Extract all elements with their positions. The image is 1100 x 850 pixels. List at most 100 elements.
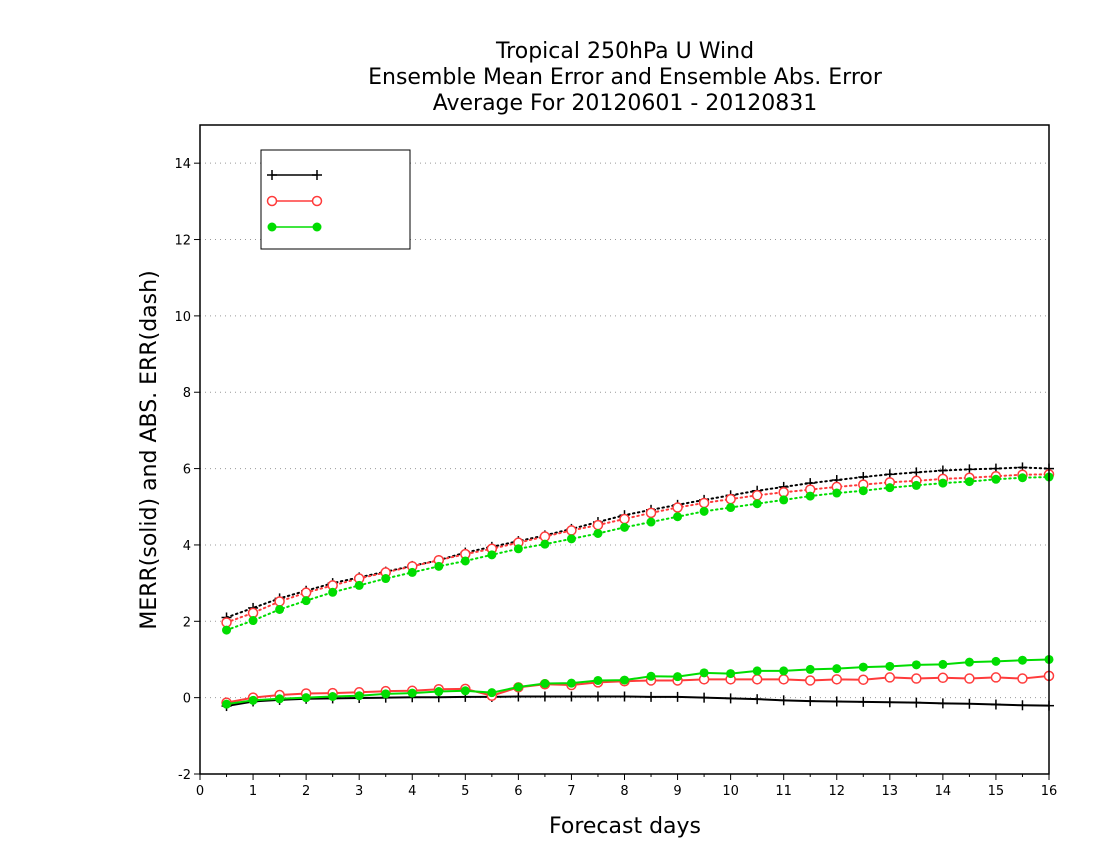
merr-point bbox=[354, 691, 364, 701]
merr-point bbox=[831, 674, 842, 685]
x-tick-label: 12 bbox=[828, 784, 845, 799]
merr-point bbox=[513, 691, 524, 702]
y-axis: -2 0 2 4 6 8 10 12 14 bbox=[174, 157, 200, 783]
abs-err-point bbox=[434, 561, 444, 571]
merr-point bbox=[964, 673, 975, 684]
title-line-1: Tropical 250hPa U Wind bbox=[495, 39, 754, 64]
merr-point bbox=[990, 672, 1002, 683]
series-1 bbox=[221, 462, 1054, 712]
x-tick-label: 5 bbox=[461, 784, 469, 799]
merr-point bbox=[381, 689, 391, 699]
legend-marker bbox=[311, 195, 323, 207]
merr-point bbox=[513, 682, 523, 692]
y-tick-label: 2 bbox=[183, 615, 191, 630]
merr-point bbox=[938, 659, 948, 669]
x-tick-label: 3 bbox=[355, 784, 363, 799]
y-tick-label: 6 bbox=[183, 463, 191, 478]
merr-point bbox=[884, 672, 896, 683]
abs-err-point bbox=[885, 483, 895, 493]
abs-err-point bbox=[619, 513, 630, 525]
abs-err-line bbox=[225, 475, 1050, 632]
merr-point bbox=[275, 694, 285, 704]
merr-point bbox=[778, 674, 789, 685]
legend-marker bbox=[312, 170, 322, 180]
abs-err-point bbox=[964, 477, 974, 487]
abs-err-point bbox=[858, 486, 868, 496]
legend-marker bbox=[267, 222, 277, 232]
x-tick-label: 6 bbox=[514, 784, 522, 799]
merr-point bbox=[831, 696, 842, 707]
abs-err-point bbox=[1017, 473, 1027, 483]
merr-point bbox=[566, 691, 577, 702]
x-tick-label: 10 bbox=[722, 784, 739, 799]
abs-err-point bbox=[805, 491, 815, 501]
abs-err-point bbox=[513, 544, 523, 554]
merr-point bbox=[911, 660, 921, 670]
merr-point bbox=[619, 691, 630, 702]
legend-item-3 bbox=[267, 222, 322, 232]
merr-point bbox=[752, 694, 763, 705]
merr-point bbox=[937, 672, 949, 684]
abs-err-point bbox=[672, 502, 683, 513]
merr-point bbox=[248, 695, 258, 705]
x-tick-label: 0 bbox=[196, 784, 204, 799]
abs-err-point bbox=[938, 478, 948, 488]
legend-box bbox=[260, 149, 411, 250]
merr-point bbox=[937, 698, 948, 709]
legend-item-2 bbox=[266, 195, 323, 207]
chart-title: Tropical 250hPa U Wind Ensemble Mean Err… bbox=[368, 39, 883, 116]
abs-err-point bbox=[460, 556, 470, 566]
x-tick-label: 2 bbox=[302, 784, 310, 799]
abs-err-point bbox=[751, 490, 763, 501]
merr-point bbox=[460, 686, 470, 696]
merr-point bbox=[1017, 700, 1028, 711]
legend-marker bbox=[312, 222, 322, 232]
abs-err-point bbox=[646, 517, 656, 527]
merr-point bbox=[434, 687, 444, 697]
abs-err-point bbox=[566, 525, 577, 536]
merr-point bbox=[991, 656, 1001, 666]
x-tick-label: 8 bbox=[620, 784, 628, 799]
merr-point bbox=[911, 673, 922, 684]
x-tick-label: 15 bbox=[988, 784, 1005, 799]
abs-err-point bbox=[592, 519, 604, 531]
abs-err-point bbox=[752, 499, 762, 509]
merr-point bbox=[964, 657, 974, 667]
x-axis: 0 1 2 3 4 5 6 7 8 9 10 11 12 13 14 15 16 bbox=[196, 774, 1057, 799]
merr-point bbox=[222, 699, 232, 709]
y-tick-label: 0 bbox=[183, 692, 191, 707]
merr-point bbox=[804, 675, 816, 686]
abs-err-point bbox=[593, 528, 603, 538]
abs-err-point bbox=[381, 574, 391, 584]
merr-point bbox=[646, 671, 656, 681]
merr-point bbox=[779, 666, 789, 676]
abs-err-point bbox=[726, 503, 736, 513]
x-tick-label: 4 bbox=[408, 784, 416, 799]
merr-point bbox=[778, 695, 789, 706]
y-axis-title: MERR(solid) and ABS. ERR(dash) bbox=[137, 270, 162, 629]
abs-err-point bbox=[698, 497, 710, 509]
merr-point bbox=[593, 675, 603, 685]
legend-item-1 bbox=[267, 170, 322, 180]
x-tick-label: 1 bbox=[249, 784, 257, 799]
y-tick-label: 8 bbox=[183, 386, 191, 401]
merr-point bbox=[964, 698, 975, 709]
abs-err-point bbox=[407, 567, 417, 577]
legend bbox=[260, 149, 411, 250]
merr-point bbox=[990, 699, 1001, 710]
merr-point bbox=[592, 691, 603, 702]
merr-point bbox=[487, 688, 497, 698]
merr-point bbox=[407, 688, 417, 698]
abs-err-point bbox=[620, 522, 629, 532]
abs-err-point bbox=[566, 534, 576, 544]
merr-point bbox=[751, 674, 763, 685]
abs-err-point bbox=[300, 587, 312, 598]
merr-point bbox=[699, 668, 709, 678]
abs-err-point bbox=[673, 512, 683, 522]
abs-err-point bbox=[275, 604, 285, 614]
abs-err-point bbox=[540, 539, 550, 549]
merr-point bbox=[566, 678, 576, 688]
merr-point bbox=[539, 691, 550, 702]
merr-point bbox=[858, 674, 869, 685]
